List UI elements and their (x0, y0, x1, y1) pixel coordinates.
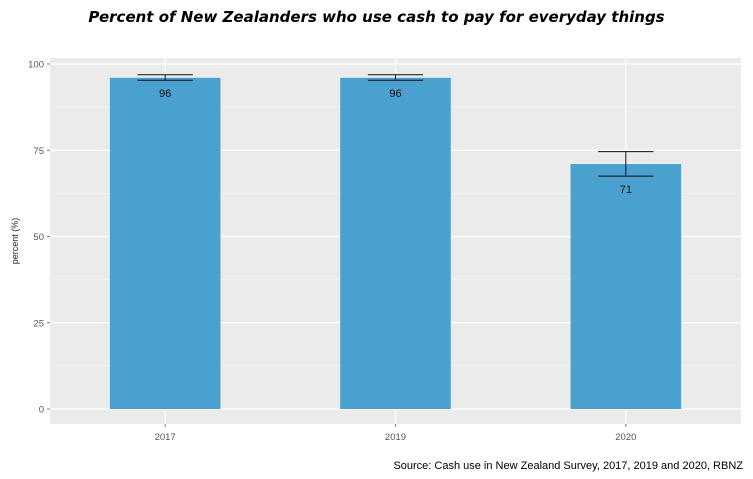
bar-2020 (570, 164, 682, 409)
source-note: Source: Cash use in New Zealand Survey, … (393, 460, 743, 472)
y-tick-label: 25 (33, 318, 44, 329)
bar-2017 (109, 77, 221, 410)
data-labels: 96 96 71 (159, 88, 632, 196)
x-tick-label: 2017 (155, 432, 176, 443)
y-axis: 0 25 50 75 100 (28, 60, 50, 416)
error-bars (137, 74, 654, 177)
bar-2019 (340, 77, 451, 410)
y-tick-label: 75 (33, 146, 44, 157)
data-label-2017: 96 (159, 88, 171, 100)
y-tick-label: 0 (39, 405, 44, 416)
x-tick-label: 2019 (385, 432, 406, 443)
y-tick-label: 100 (28, 60, 44, 71)
x-axis: 2017 2019 2020 (155, 424, 636, 443)
x-tick-label: 2020 (615, 432, 636, 443)
y-axis-title: percent (%) (10, 218, 20, 265)
y-tick-label: 50 (33, 232, 44, 243)
chart-title: Percent of New Zealanders who use cash t… (88, 8, 665, 26)
bars (109, 77, 682, 410)
data-label-2020: 71 (620, 184, 632, 196)
data-label-2019: 96 (389, 88, 401, 100)
